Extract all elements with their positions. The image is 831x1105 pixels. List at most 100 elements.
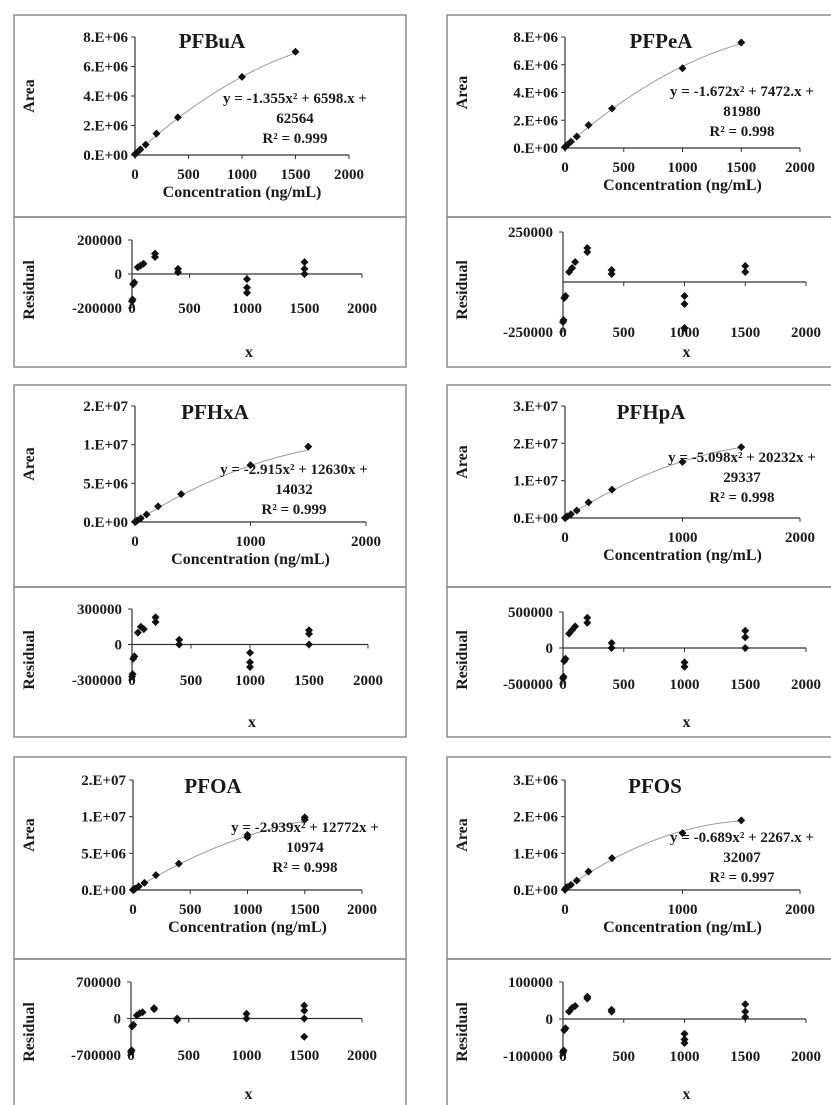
y-tick-label: 3.E+07 <box>513 399 558 415</box>
y-tick-label: 1.E+07 <box>81 810 126 826</box>
equation-label: y = -2.915x² + 12630x + <box>220 462 368 478</box>
x-tick-label: 2000 <box>785 902 815 918</box>
y-tick-label: 6.E+06 <box>513 58 558 74</box>
residual-point <box>559 316 568 324</box>
residual-box <box>446 216 831 368</box>
residual-point <box>741 626 750 635</box>
y-axis-label: Area <box>21 447 38 480</box>
x-tick-label: 0 <box>561 160 569 176</box>
trendline <box>564 820 742 890</box>
equation-label: y = -1.355x² + 6598.x + <box>223 91 367 107</box>
residual-point <box>680 292 689 300</box>
equation-label: 81980 <box>723 104 761 120</box>
residual-point <box>130 278 139 287</box>
residual-box <box>13 216 407 368</box>
equation-label: y = -1.672x² + 7472.x + <box>670 84 814 100</box>
data-point <box>608 104 616 113</box>
equation-label: y = -0.689x² + 2267.x + <box>670 830 814 846</box>
residual-x-tick-label: 1500 <box>294 673 324 689</box>
data-point <box>572 506 581 515</box>
y-tick-label: 4.E+06 <box>513 86 558 102</box>
residual-x-tick-label: 1000 <box>232 301 262 317</box>
trendline <box>134 52 296 155</box>
data-point <box>238 72 246 81</box>
x-axis-label: Concentration (ng/mL) <box>603 177 762 194</box>
chart-title: PFHpA <box>617 400 687 424</box>
r-squared-label: R² = 0.999 <box>261 502 326 518</box>
residual-point <box>246 662 254 671</box>
equation-label: y = -5.098x² + 20232x + <box>668 450 816 466</box>
y-tick-label: 0.E+00 <box>513 141 558 157</box>
y-axis-label: Area <box>454 76 471 109</box>
chart-panel-pfpea: PFPeA 0.E+00 2.E+06 4.E+06 6.E+06 8.E+06 0 500 1… <box>446 14 831 368</box>
residual-point <box>680 658 689 667</box>
residual-x-axis-label: x <box>245 344 253 361</box>
residual-point <box>607 266 616 274</box>
y-tick-label: 5.E+06 <box>81 846 126 862</box>
residual-x-tick-label: 500 <box>178 1048 201 1064</box>
data-point <box>304 442 313 451</box>
residual-x-tick-label: 2000 <box>791 1049 821 1065</box>
residual-point <box>151 613 160 622</box>
residual-point <box>300 1006 309 1015</box>
equation-label: y = -2.939x² + 12772x + <box>231 820 379 836</box>
y-axis-label: Area <box>454 818 471 851</box>
residual-y-tick-label: -300000 <box>72 673 122 689</box>
r-squared-label: R² = 0.998 <box>709 124 774 140</box>
y-tick-label: 2.E+06 <box>513 810 558 826</box>
residual-point <box>243 283 251 292</box>
y-tick-label: 2.E+07 <box>83 399 128 415</box>
residual-y-tick-label: 250000 <box>508 225 553 241</box>
r-squared-label: R² = 0.998 <box>709 490 774 506</box>
residual-point <box>175 635 184 644</box>
residual-point <box>741 1013 750 1022</box>
equation-label: 29337 <box>723 470 761 486</box>
residual-point <box>174 264 182 273</box>
residual-point <box>680 1029 689 1038</box>
residual-y-tick-label: 0 <box>114 1012 122 1028</box>
x-tick-label: 0 <box>561 902 569 918</box>
data-point <box>608 485 616 494</box>
y-tick-label: 2.E+07 <box>513 436 558 452</box>
r-squared-label: R² = 0.998 <box>272 860 337 876</box>
residual-x-tick-label: 500 <box>613 1049 636 1065</box>
residual-x-tick-label: 1000 <box>670 1049 700 1065</box>
trendline <box>132 820 305 891</box>
residual-point <box>583 618 592 627</box>
data-point <box>678 64 687 73</box>
residual-y-axis-label: Residual <box>21 630 38 690</box>
residual-box <box>13 958 407 1105</box>
residual-box <box>446 958 831 1105</box>
residual-point <box>680 662 689 671</box>
residual-point <box>246 658 254 667</box>
x-tick-label: 2000 <box>347 902 377 918</box>
residual-y-tick-label: 700000 <box>76 975 121 991</box>
equation-label: 14032 <box>275 482 313 498</box>
chart-panel-pfoa: PFOA 0.E+00 5.E+06 1.E+07 2.E+07 0 500 1000 1500… <box>13 756 407 1105</box>
residual-x-axis-label: x <box>245 1086 253 1103</box>
residual-point <box>300 1001 309 1010</box>
equation-label: 10974 <box>286 840 324 856</box>
residual-x-axis-label: x <box>248 714 256 731</box>
residual-point <box>571 622 580 631</box>
residual-x-tick-label: 2000 <box>347 1048 377 1064</box>
trendline <box>564 446 742 519</box>
residual-point <box>571 1002 580 1011</box>
residual-point <box>151 618 160 627</box>
y-tick-label: 3.E+06 <box>513 773 558 789</box>
data-point <box>154 502 163 511</box>
data-point <box>151 871 160 880</box>
residual-x-tick-label: 2000 <box>791 677 821 693</box>
chart-panel-pfbua: PFBuA 0.E+00 2.E+06 4.E+06 6.E+06 8.E+06 0 500 1… <box>13 14 407 368</box>
residual-point <box>243 275 251 284</box>
residual-point <box>305 640 313 649</box>
residual-x-tick-label: 1000 <box>670 325 700 341</box>
data-point <box>134 882 143 891</box>
residual-point <box>741 644 750 652</box>
data-point <box>141 140 150 149</box>
y-tick-label: 0.E+00 <box>83 515 128 531</box>
residual-x-tick-label: 500 <box>613 677 636 693</box>
residual-x-tick-label: 0 <box>128 673 136 689</box>
residual-box <box>13 586 407 738</box>
data-point <box>566 137 575 146</box>
